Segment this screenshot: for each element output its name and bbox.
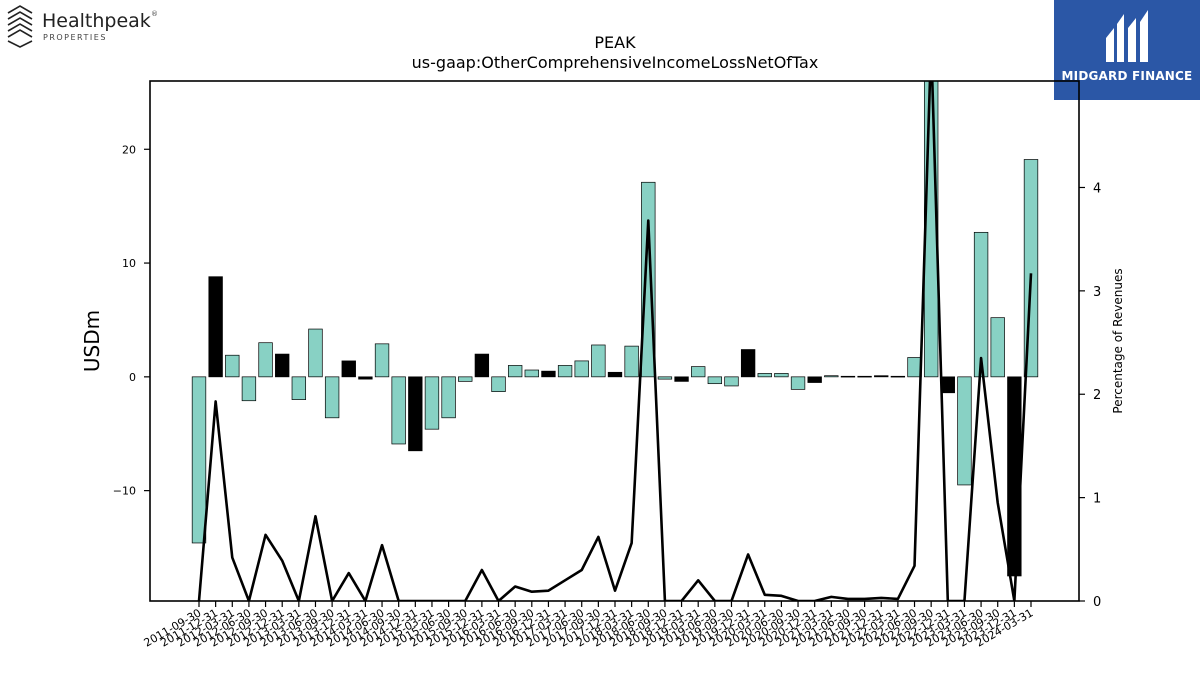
healthpeak-logo-name: Healthpeak: [42, 10, 151, 32]
bar: [241, 376, 257, 402]
bar: [557, 365, 573, 378]
y2-tick-label: 4: [1093, 181, 1101, 196]
bar: [790, 376, 806, 390]
line-series: [197, 81, 1033, 601]
bar: [574, 360, 589, 378]
bar: [857, 375, 872, 378]
midgard-logo-icon: [1106, 10, 1148, 62]
bar: [391, 376, 406, 445]
bar: [341, 360, 356, 378]
bar: [591, 344, 606, 378]
bar: [807, 376, 822, 383]
y2-tick-label: 1: [1093, 492, 1101, 507]
bar: [208, 276, 223, 378]
bar: [324, 376, 340, 419]
bar: [957, 376, 972, 486]
bar: [1007, 376, 1022, 577]
healthpeak-logo-icon: [7, 5, 33, 48]
y-axis-label: USDm: [80, 310, 104, 372]
bar: [524, 369, 539, 378]
bar: [491, 376, 506, 392]
bar: [458, 376, 473, 382]
bar: [874, 375, 889, 378]
y-tick-label: 10: [122, 257, 136, 270]
bar: [774, 373, 789, 378]
y2-axis-label: Percentage of Revenues: [1111, 268, 1125, 413]
x-axis: 2011-09-302011-12-312012-03-312012-06-30…: [142, 601, 1036, 650]
bar: [907, 357, 922, 378]
bar: [840, 375, 856, 378]
bar: [358, 376, 373, 380]
bar: [258, 342, 273, 378]
bar-series: [191, 81, 1039, 577]
bar: [724, 376, 739, 387]
chart-title: PEAK: [594, 33, 636, 52]
bar: [308, 328, 323, 378]
y-tick-label: 0: [129, 371, 136, 384]
healthpeak-logo-subtitle: PROPERTIES: [43, 33, 107, 42]
bar: [474, 353, 490, 378]
y-tick-label: 20: [122, 143, 136, 156]
bar: [408, 376, 423, 452]
bar: [940, 376, 955, 394]
bar: [191, 376, 207, 544]
bar: [674, 376, 689, 382]
bar: [657, 376, 673, 380]
bar: [624, 345, 639, 378]
chart-subtitle: us-gaap:OtherComprehensiveIncomeLossNetO…: [412, 53, 819, 72]
bar: [291, 376, 307, 400]
y2-axis: 0 1 2 3 4: [1079, 181, 1101, 610]
bar: [990, 317, 1005, 378]
healthpeak-registered-mark: ®: [151, 10, 158, 18]
bar: [707, 376, 723, 385]
y2-tick-label: 3: [1093, 285, 1101, 300]
revenue-percentage-line: [197, 81, 1033, 601]
bar: [374, 343, 390, 378]
bar: [424, 376, 440, 430]
y-axis: −10 0 10 20: [113, 143, 150, 498]
bar: [691, 366, 706, 378]
bar: [890, 375, 906, 378]
healthpeak-logo: Healthpeak ® PROPERTIES: [4, 4, 174, 48]
bar: [541, 370, 556, 378]
bar: [507, 365, 523, 378]
bar: [824, 375, 839, 378]
bar: [740, 349, 756, 378]
bar: [607, 371, 623, 378]
bar: [757, 373, 772, 378]
y-tick-label: −10: [113, 485, 136, 498]
midgard-logo-name: MIDGARD FINANCE: [1061, 69, 1193, 83]
y2-tick-label: 2: [1093, 388, 1101, 403]
y2-tick-label: 0: [1093, 595, 1101, 610]
bar: [973, 231, 989, 378]
bar: [225, 354, 240, 378]
bar: [275, 353, 290, 378]
bar: [441, 376, 456, 419]
